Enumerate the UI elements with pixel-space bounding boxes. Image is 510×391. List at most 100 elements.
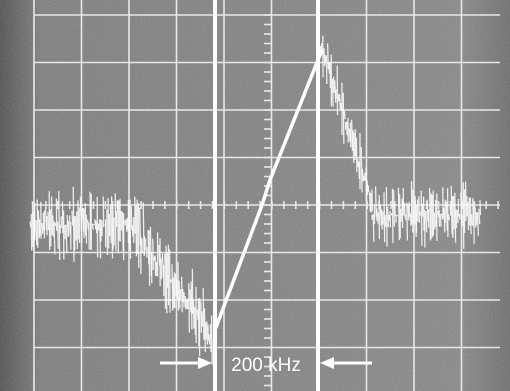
noise-stroke — [177, 261, 180, 311]
noise-stroke — [147, 229, 150, 265]
arrow-left-head — [198, 357, 212, 369]
noise-stroke — [455, 209, 458, 229]
noise-stroke — [116, 199, 120, 254]
noise-stroke — [65, 224, 68, 254]
noise-stroke — [210, 315, 213, 365]
noise-stroke — [420, 190, 423, 246]
noise-stroke — [368, 191, 371, 212]
noise-stroke — [35, 220, 38, 246]
noise-stroke — [125, 219, 128, 232]
noise-stroke — [31, 201, 34, 248]
noise-stroke — [390, 213, 393, 216]
noise-stroke — [95, 220, 98, 234]
noise-stroke — [107, 197, 110, 249]
noise-stroke — [91, 223, 94, 230]
noise-stroke — [469, 197, 472, 235]
noise-stroke — [397, 187, 401, 241]
noise-stroke — [379, 205, 382, 226]
noise-stroke — [352, 129, 355, 163]
noise-stroke — [452, 195, 455, 230]
noise-stroke — [47, 211, 50, 231]
noise-stroke — [49, 209, 52, 247]
arrow-right-head — [320, 357, 334, 369]
noise-stroke — [185, 299, 188, 309]
noise-stroke — [106, 209, 109, 256]
trace — [29, 17, 482, 365]
noise-stroke — [391, 188, 394, 244]
noise-stroke — [36, 199, 39, 248]
noise-stroke — [440, 213, 444, 220]
noise-stroke — [360, 147, 363, 193]
noise-stroke — [37, 210, 40, 239]
noise-stroke — [172, 277, 175, 309]
noise-stroke — [361, 168, 364, 182]
noise-stroke — [478, 208, 481, 225]
noise-stroke — [200, 301, 203, 333]
noise-stroke — [323, 48, 326, 67]
noise-stroke — [184, 295, 187, 310]
noise-stroke — [114, 193, 117, 252]
noise-stroke — [418, 196, 421, 223]
noise-stroke — [431, 194, 434, 238]
noise-stroke — [437, 210, 440, 218]
noise-stroke — [331, 78, 334, 107]
noise-stroke — [326, 43, 329, 70]
noise-stroke — [58, 190, 61, 260]
noise-stroke — [403, 202, 406, 218]
noise-stroke — [449, 204, 452, 216]
noise-stroke — [460, 192, 463, 221]
noise-stroke — [53, 221, 56, 255]
noise-stroke — [428, 187, 432, 241]
noise-stroke — [354, 129, 357, 157]
noise-stroke — [467, 201, 470, 231]
noise-stroke — [443, 207, 446, 233]
noise-stroke — [171, 264, 174, 311]
noise-stroke — [110, 196, 114, 259]
noise-stroke — [476, 212, 480, 236]
noise-stroke — [188, 283, 191, 333]
noise-stroke — [398, 194, 401, 239]
noise-stroke — [94, 219, 97, 230]
noise-stroke — [356, 158, 359, 168]
noise-stroke — [409, 213, 412, 226]
noise-stroke — [72, 186, 75, 262]
noise-stroke — [71, 210, 74, 226]
noise-stroke — [384, 214, 387, 228]
noise-stroke — [197, 298, 200, 346]
bandwidth-label: 200 kHz — [231, 355, 301, 376]
noise-stroke — [84, 203, 87, 236]
noise-stroke — [131, 225, 134, 237]
noise-stroke — [164, 253, 167, 309]
noise-stroke — [386, 206, 390, 228]
noise-stroke — [407, 204, 410, 221]
noise-stroke — [343, 110, 346, 120]
noise-stroke — [448, 214, 450, 221]
noise-stroke — [86, 219, 89, 230]
noise-stroke — [421, 203, 424, 217]
noise-stroke — [30, 213, 33, 251]
noise-stroke — [209, 324, 212, 353]
noise-stroke — [450, 185, 453, 235]
noise-stroke — [165, 245, 168, 314]
noise-stroke — [468, 197, 471, 226]
noise-stroke — [202, 288, 205, 340]
noise-stroke — [338, 94, 342, 111]
noise-stroke — [388, 214, 391, 222]
noise-stroke — [358, 161, 361, 180]
noise-stroke — [383, 192, 386, 243]
noise-stroke — [413, 208, 416, 225]
noise-stroke — [76, 211, 79, 250]
noise-stroke — [328, 62, 331, 74]
noise-stroke — [353, 132, 356, 160]
noise-stroke — [406, 202, 409, 241]
noise-stroke — [342, 92, 345, 144]
noise-stroke — [385, 186, 388, 247]
noise-stroke — [189, 289, 192, 313]
noise-stroke — [340, 103, 343, 111]
noise-stroke — [392, 190, 395, 227]
noise-stroke — [370, 193, 373, 213]
noise-stroke — [439, 213, 442, 227]
sweep-line — [213, 49, 324, 331]
noise-stroke — [401, 198, 404, 228]
